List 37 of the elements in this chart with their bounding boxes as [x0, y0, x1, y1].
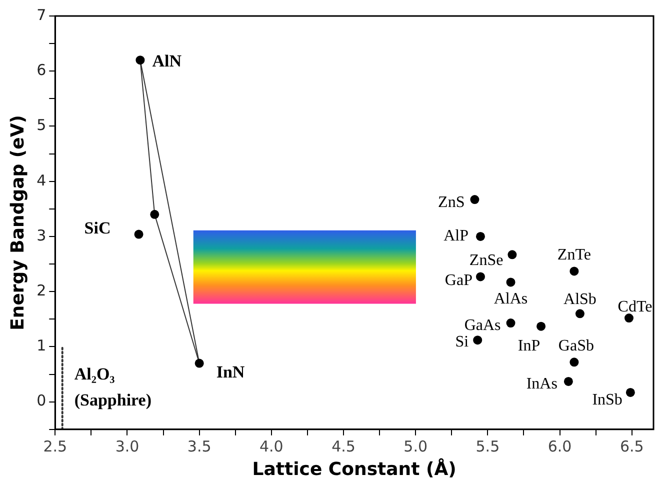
annotation: InP — [518, 338, 540, 355]
y-tick-label: 4 — [36, 171, 46, 190]
annotation: CdTe — [618, 298, 652, 316]
x-tick-label: 3.0 — [115, 437, 140, 456]
annotation: Si — [455, 333, 470, 350]
annotation: GaP — [444, 272, 473, 289]
annotation: AlAs — [494, 290, 528, 308]
x-tick-label: 5.5 — [476, 437, 500, 456]
x-tick-label: 3.5 — [187, 437, 212, 456]
y-tick-label: 2 — [36, 281, 46, 300]
annotation: AlP — [444, 228, 469, 245]
x-tick-label: 4.5 — [332, 437, 356, 456]
y-tick-label: 1 — [36, 336, 46, 355]
x-tick-label: 6.0 — [548, 437, 572, 456]
annotation: AlSb — [564, 290, 596, 308]
x-tick-label: 2.5 — [43, 437, 68, 456]
annotation: GaAs — [464, 317, 501, 334]
annotation: InN — [216, 362, 246, 382]
annotation: ZnS — [438, 194, 465, 211]
y-tick-label: 6 — [36, 61, 46, 80]
y-tick-label: 0 — [36, 392, 46, 410]
y-tick-label: 7 — [36, 6, 46, 24]
y-tick-label: 5 — [36, 116, 46, 134]
annotation: SiC — [84, 218, 111, 238]
annotation: InSb — [592, 392, 622, 409]
y-tick-label: 3 — [36, 226, 46, 244]
y-axis-title: Energy Bandgap (eV) — [7, 114, 28, 330]
annotation: AlN — [152, 51, 182, 70]
annotation: GaSb — [558, 337, 594, 354]
annotation: InAs — [526, 376, 558, 393]
x-tick-label: 6.5 — [620, 437, 644, 456]
x-tick-label: 4.0 — [259, 437, 284, 456]
x-tick-label: 5.0 — [404, 437, 428, 456]
series-label: Al₂O₃ (Sapphire) — [74, 364, 152, 410]
annotation: ZnSe — [469, 252, 504, 269]
x-axis-title: Lattice Constant (Å) — [252, 458, 456, 480]
annotation: ZnTe — [557, 246, 591, 264]
